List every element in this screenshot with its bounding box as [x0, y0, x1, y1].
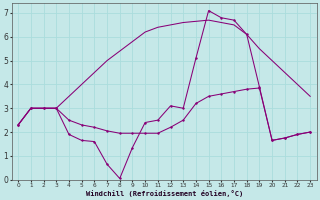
X-axis label: Windchill (Refroidissement éolien,°C): Windchill (Refroidissement éolien,°C) — [85, 190, 243, 197]
